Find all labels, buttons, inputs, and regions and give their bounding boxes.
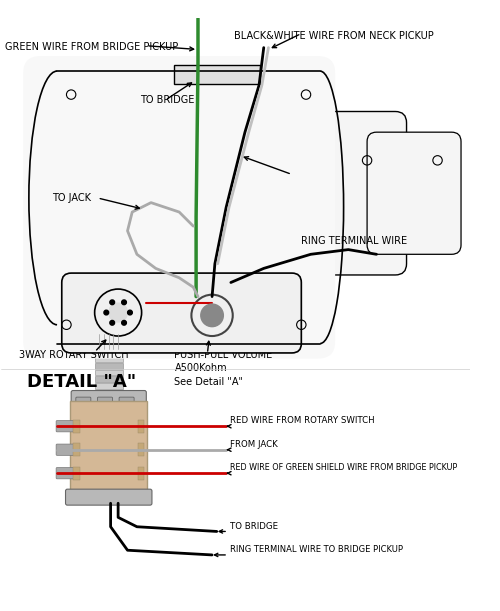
FancyBboxPatch shape	[73, 467, 80, 480]
FancyBboxPatch shape	[94, 357, 123, 362]
Text: PUSH-PULL VOLUME
A500Kohm
See Detail "A": PUSH-PULL VOLUME A500Kohm See Detail "A"	[174, 350, 272, 387]
FancyBboxPatch shape	[23, 56, 335, 359]
Text: RING TERMINAL WIRE: RING TERMINAL WIRE	[302, 236, 408, 246]
Circle shape	[110, 320, 114, 325]
FancyBboxPatch shape	[174, 65, 260, 84]
Text: RED WIRE FROM ROTARY SWITCH: RED WIRE FROM ROTARY SWITCH	[230, 416, 374, 425]
FancyBboxPatch shape	[73, 420, 80, 433]
FancyBboxPatch shape	[76, 397, 91, 406]
Text: RED WIRE OF GREEN SHIELD WIRE FROM BRIDGE PICKUP: RED WIRE OF GREEN SHIELD WIRE FROM BRIDG…	[230, 463, 457, 472]
FancyBboxPatch shape	[66, 489, 152, 505]
FancyBboxPatch shape	[94, 350, 123, 356]
Text: GREEN WIRE FROM BRIDGE PICKUP: GREEN WIRE FROM BRIDGE PICKUP	[6, 42, 178, 52]
FancyBboxPatch shape	[94, 376, 123, 382]
FancyBboxPatch shape	[94, 390, 123, 395]
Circle shape	[110, 300, 114, 305]
Text: BLACK&WHITE WIRE FROM NECK PICKUP: BLACK&WHITE WIRE FROM NECK PICKUP	[234, 31, 434, 41]
Circle shape	[104, 310, 108, 315]
Circle shape	[128, 310, 132, 315]
FancyBboxPatch shape	[290, 111, 406, 275]
FancyBboxPatch shape	[94, 332, 123, 351]
FancyBboxPatch shape	[62, 273, 302, 353]
FancyBboxPatch shape	[367, 132, 461, 254]
Text: RING TERMINAL WIRE TO BRIDGE PICKUP: RING TERMINAL WIRE TO BRIDGE PICKUP	[230, 545, 403, 554]
Circle shape	[122, 300, 126, 305]
Text: TO BRIDGE: TO BRIDGE	[230, 522, 278, 530]
FancyBboxPatch shape	[71, 390, 146, 406]
FancyBboxPatch shape	[56, 467, 75, 479]
FancyBboxPatch shape	[138, 443, 144, 456]
FancyBboxPatch shape	[94, 383, 123, 389]
FancyBboxPatch shape	[94, 370, 123, 376]
Text: FROM JACK: FROM JACK	[230, 440, 278, 448]
FancyBboxPatch shape	[56, 444, 75, 455]
FancyBboxPatch shape	[138, 467, 144, 480]
Text: 3WAY ROTARY SWITCH: 3WAY ROTARY SWITCH	[20, 350, 129, 360]
FancyBboxPatch shape	[138, 420, 144, 433]
FancyBboxPatch shape	[56, 420, 75, 432]
FancyBboxPatch shape	[98, 397, 112, 406]
Text: TO BRIDGE: TO BRIDGE	[140, 95, 194, 104]
Text: TO JACK: TO JACK	[52, 193, 92, 203]
Circle shape	[108, 303, 128, 322]
Circle shape	[122, 320, 126, 325]
FancyBboxPatch shape	[70, 401, 148, 497]
FancyBboxPatch shape	[73, 443, 80, 456]
Text: DETAIL "A": DETAIL "A"	[27, 373, 136, 390]
FancyBboxPatch shape	[94, 364, 123, 369]
Circle shape	[201, 304, 224, 327]
FancyBboxPatch shape	[119, 397, 134, 406]
